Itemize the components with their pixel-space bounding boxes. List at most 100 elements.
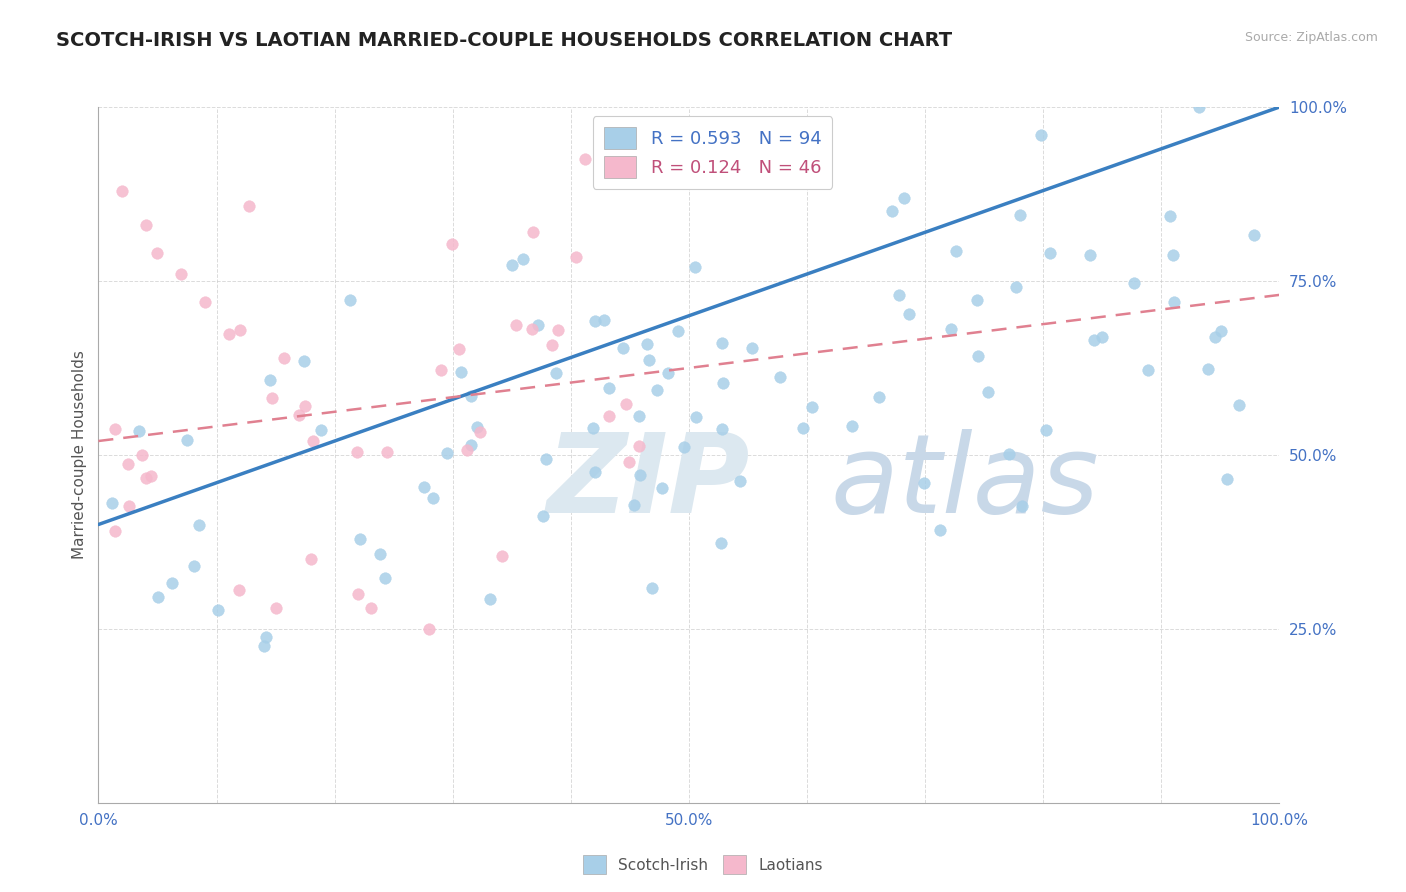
Point [1211,325,1233,339]
Point [710,536,733,550]
Point [131,448,153,462]
Point [1204,330,1226,344]
Legend: Scotch-Irish, Laotians: Scotch-Irish, Laotians [576,849,830,880]
Point [619,454,641,468]
Point [183,559,205,574]
Point [460,438,482,452]
Point [627,409,650,423]
Point [640,581,662,595]
Point [628,468,651,483]
Point [273,351,295,365]
Point [893,191,915,205]
Point [117,457,139,471]
Point [941,322,963,336]
Point [598,409,620,424]
Point [1243,227,1265,242]
Point [711,376,734,390]
Point [683,260,706,275]
Point [565,250,588,264]
Point [347,587,370,601]
Point [456,442,478,457]
Point [1011,500,1033,514]
Text: Source: ZipAtlas.com: Source: ZipAtlas.com [1244,31,1378,45]
Point [491,549,513,563]
Point [468,425,491,439]
Point [259,373,281,387]
Point [1163,294,1185,309]
Point [801,400,824,414]
Point [294,399,316,413]
Point [1083,333,1105,347]
Point [309,423,332,437]
Point [520,322,543,336]
Point [118,499,141,513]
Point [1197,361,1219,376]
Point [645,384,668,398]
Point [666,324,689,338]
Point [111,184,134,198]
Point [928,523,950,537]
Point [501,258,523,272]
Point [540,338,562,352]
Point [897,307,920,321]
Point [1005,279,1028,293]
Point [467,419,489,434]
Point [582,420,605,434]
Point [262,391,284,405]
Y-axis label: Married-couple Households: Married-couple Households [72,351,87,559]
Point [868,391,890,405]
Point [882,204,904,219]
Point [624,161,647,176]
Point [135,219,157,233]
Point [741,341,763,355]
Point [218,326,240,341]
Point [1161,248,1184,262]
Point [104,422,127,436]
Point [651,481,673,495]
Point [422,491,444,505]
Point [207,603,229,617]
Point [170,267,193,281]
Point [288,409,311,423]
Point [141,468,163,483]
Point [583,465,606,479]
Text: atlas: atlas [831,429,1099,536]
Point [637,353,659,368]
Point [583,313,606,327]
Point [598,381,620,395]
Point [889,288,911,302]
Point [711,336,734,351]
Point [792,421,814,435]
Point [418,622,440,636]
Point [339,293,361,307]
Point [623,498,645,512]
Point [1227,399,1250,413]
Point [966,349,988,363]
Point [254,630,277,644]
Point [1039,246,1062,260]
Point [627,439,650,453]
Point [104,524,127,538]
Point [1091,330,1114,344]
Point [301,434,323,448]
Point [769,370,792,384]
Point [614,397,637,411]
Point [346,444,368,458]
Point [728,475,751,489]
Point [998,447,1021,461]
Point [512,252,534,266]
Point [673,440,696,454]
Point [1035,423,1057,437]
Point [228,582,250,597]
Point [966,293,988,308]
Point [685,410,707,425]
Point [544,366,567,380]
Point [349,532,371,546]
Point [460,389,482,403]
Point [478,592,501,607]
Point [441,237,464,252]
Point [188,517,211,532]
Point [368,547,391,561]
Point [374,571,396,585]
Point [945,244,967,259]
